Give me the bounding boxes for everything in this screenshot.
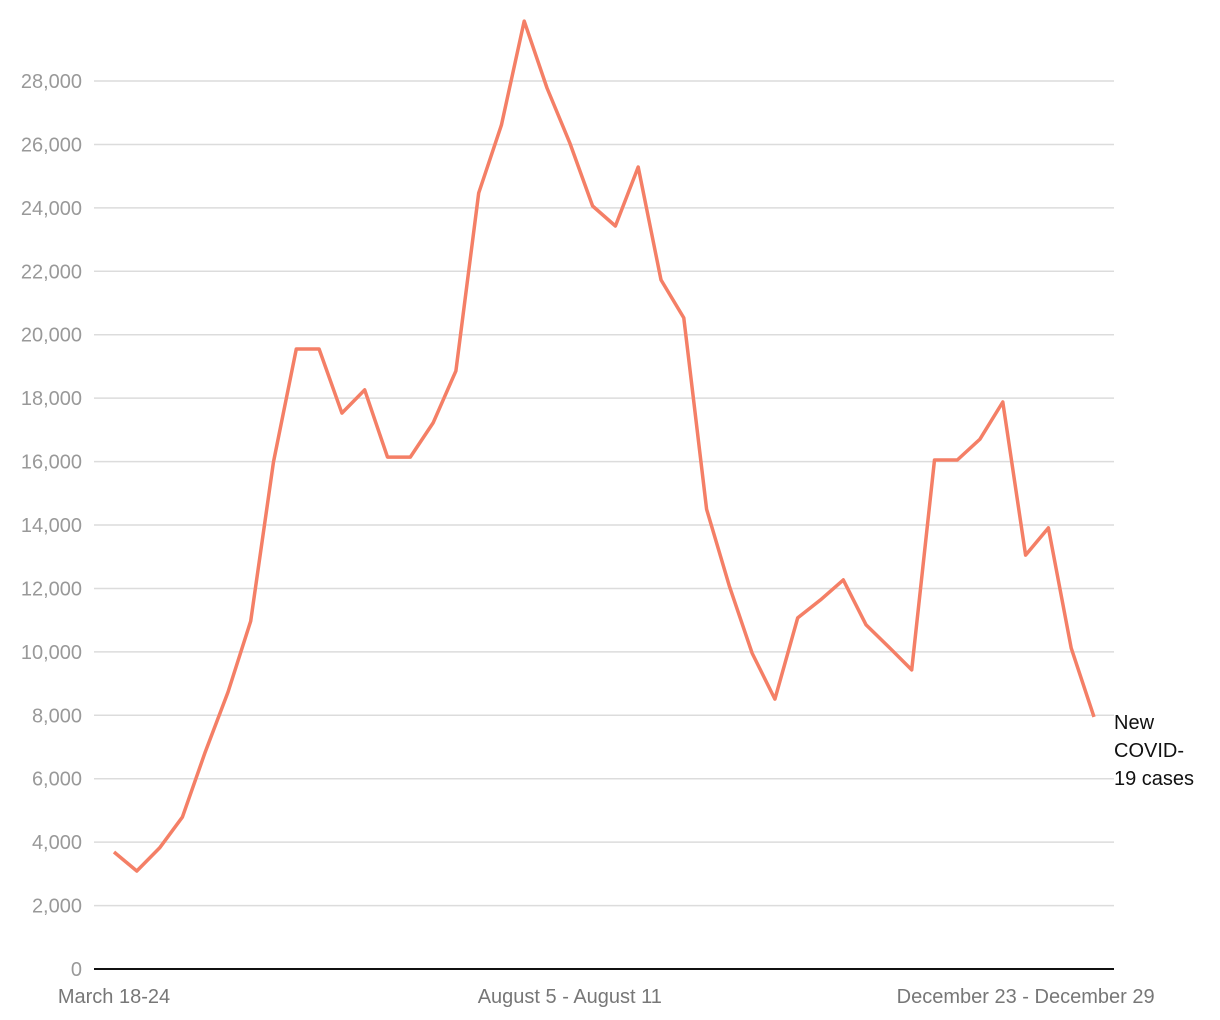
x-tick-label: December 23 - December 29 [897, 986, 1155, 1008]
x-tick-label: August 5 - August 11 [478, 986, 662, 1008]
y-tick-label: 18,000 [21, 388, 82, 410]
y-tick-label: 12,000 [21, 578, 82, 600]
series-line [112, 19, 1096, 873]
y-tick-label: 2,000 [32, 896, 82, 918]
y-tick-label: 26,000 [21, 134, 82, 156]
y-tick-label: 0 [71, 959, 82, 981]
y-tick-label: 16,000 [21, 452, 82, 474]
y-tick-label: 22,000 [21, 261, 82, 283]
y-tick-label: 20,000 [21, 325, 82, 347]
y-tick-label: 14,000 [21, 515, 82, 537]
series-label: New COVID-19 cases [1114, 711, 1195, 790]
y-tick-label: 24,000 [21, 198, 82, 220]
y-tick-label: 4,000 [32, 832, 82, 854]
y-tick-label: 28,000 [21, 71, 82, 93]
y-tick-label: 8,000 [32, 705, 82, 727]
y-tick-label: 6,000 [32, 769, 82, 791]
y-tick-label: 10,000 [21, 642, 82, 664]
x-tick-label: March 18-24 [58, 986, 170, 1008]
